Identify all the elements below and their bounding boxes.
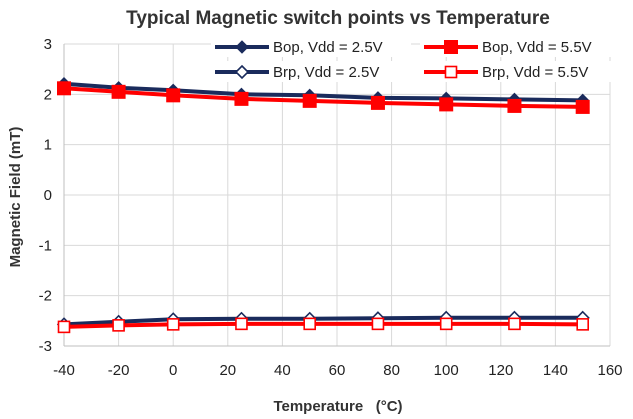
series-4 [57, 317, 590, 334]
y-tick-label: 3 [44, 36, 52, 53]
legend-label: Bop, Vdd = 5.5V [482, 39, 592, 56]
y-tick-label: -3 [39, 338, 52, 355]
data-point [112, 319, 125, 332]
legend-swatch-marker [444, 40, 458, 54]
legend-label: Brp, Vdd = 2.5V [273, 64, 379, 81]
y-tick-label: 0 [44, 187, 52, 204]
legend-entry: Bop, Vdd = 2.5V [211, 36, 411, 57]
legend-swatch-marker [444, 65, 458, 79]
data-point [302, 93, 317, 108]
series-2 [57, 81, 590, 114]
x-tick-label: 80 [383, 362, 400, 379]
data-point [111, 84, 126, 99]
y-tick-label: -1 [39, 237, 52, 254]
data-point [439, 317, 453, 331]
x-tick-label: 140 [543, 362, 568, 379]
legend-entry: Bop, Vdd = 5.5V [420, 36, 620, 57]
x-tick-label: 100 [434, 362, 459, 379]
legend-swatch-marker [234, 64, 250, 80]
data-point [166, 88, 181, 103]
legend-entry-background [420, 61, 620, 82]
data-point [57, 81, 71, 96]
x-tick-label: 120 [488, 362, 513, 379]
y-tick-label: 1 [44, 137, 52, 154]
data-point [507, 98, 522, 113]
data-point [166, 318, 180, 331]
legend-entry-background [211, 36, 411, 57]
x-tick-label: 40 [274, 362, 291, 379]
data-point [303, 317, 317, 331]
x-tick-label: -20 [108, 362, 130, 379]
x-tick-label: 60 [329, 362, 346, 379]
y-tick-label: 2 [44, 86, 52, 103]
y-tick-label: -2 [39, 288, 52, 305]
y-axis-title: Magnetic Field (mT) [7, 127, 24, 268]
data-point [370, 95, 385, 110]
legend-entry: Brp, Vdd = 2.5V [211, 61, 411, 82]
data-point [57, 320, 71, 334]
series-layer [56, 77, 590, 334]
data-point [235, 317, 248, 331]
data-point [234, 91, 249, 106]
x-tick-labels: -40 -20 0 20 40 60 80 100 120 140 160 [53, 362, 622, 379]
x-tick-label: -40 [53, 362, 75, 379]
data-point [575, 99, 590, 114]
x-tick-label: 160 [597, 362, 622, 379]
series-line [63, 321, 583, 329]
x-axis-title: Temperature (°C) [273, 398, 402, 415]
legend-entry: Brp, Vdd = 5.5V [420, 61, 620, 82]
data-point [371, 317, 385, 331]
legend-label: Brp, Vdd = 5.5V [482, 64, 588, 81]
data-point [576, 318, 590, 331]
x-tick-label: 0 [169, 362, 177, 379]
y-tick-labels: -3 -2 -1 0 1 2 3 [39, 36, 52, 355]
x-tick-label: 20 [219, 362, 236, 379]
legend-entry-background [211, 61, 411, 82]
data-point [439, 97, 454, 112]
data-point [508, 317, 521, 331]
legend: Bop, Vdd = 2.5V Bop, Vdd = 5.5V Brp, Vdd =… [211, 36, 620, 82]
legend-entry-background [420, 36, 620, 57]
legend-label: Bop, Vdd = 2.5V [273, 39, 383, 56]
chart-title: Typical Magnetic switch points vs Temper… [126, 8, 550, 29]
legend-swatch-marker [235, 40, 249, 54]
